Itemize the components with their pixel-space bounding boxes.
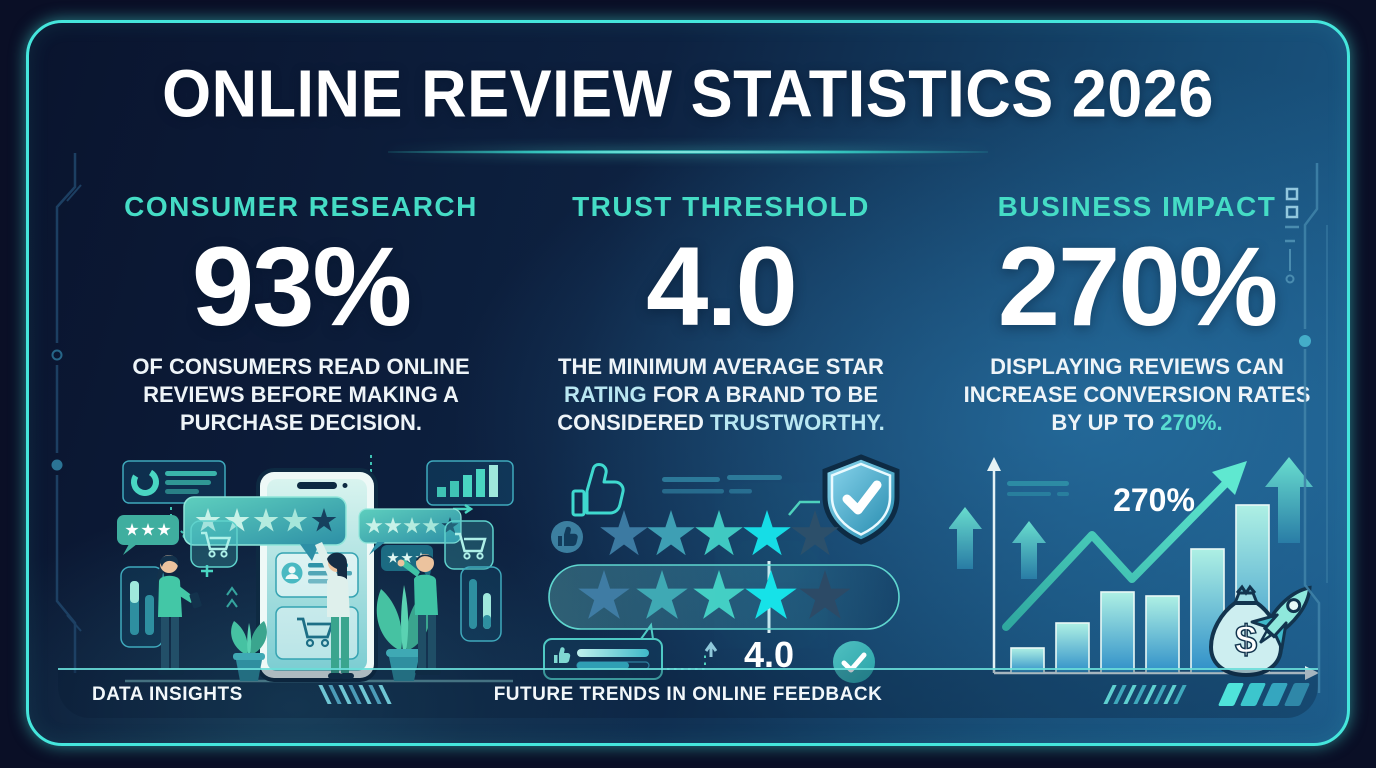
title-divider xyxy=(388,150,988,154)
thumbs-up-badge-icon xyxy=(551,521,583,553)
column-header: BUSINESS IMPACT xyxy=(997,191,1277,222)
connector-line xyxy=(788,500,820,516)
growth-bar xyxy=(1100,591,1135,674)
shopping-cart-icon xyxy=(190,520,238,568)
stat-value: 93% xyxy=(191,224,412,349)
rocket-icon xyxy=(1250,585,1312,651)
column-header: TRUST THRESHOLD xyxy=(572,191,870,222)
growth-bar xyxy=(1145,595,1180,674)
dashed-connector xyxy=(667,651,706,670)
three-star-bubble-icon xyxy=(117,515,179,555)
up-arrow-icon xyxy=(949,457,1313,579)
column-trust-threshold: TRUST THRESHOLD 4.0 THE MINIMUM AVERAGE … xyxy=(525,191,917,437)
shield-check-icon xyxy=(822,454,900,545)
rating-pill-icon xyxy=(548,564,900,630)
column-consumer-research: CONSUMER RESEARCH 93% OF CONSUMERS READ … xyxy=(81,191,521,437)
donut-chart-card-icon xyxy=(122,460,226,504)
bar-chart-card-icon xyxy=(426,460,514,506)
footer-center-label: FUTURE TRENDS IN ONLINE FEEDBACK xyxy=(493,684,883,705)
column-header: CONSUMER RESEARCH xyxy=(124,191,478,222)
small-up-arrow xyxy=(704,641,718,657)
stat-description: OF CONSUMERS READ ONLINE REVIEWS BEFORE … xyxy=(132,354,470,435)
column-business-impact: BUSINESS IMPACT 270% DISPLAYING REVIEWS … xyxy=(929,191,1345,437)
svg-text:$: $ xyxy=(1235,618,1257,662)
slash-decoration-right xyxy=(1103,685,1187,704)
person-icon xyxy=(397,554,441,675)
growth-annotation: 270% xyxy=(1113,482,1195,518)
stat-value: 270% xyxy=(997,224,1278,349)
block-decoration xyxy=(1217,683,1311,706)
circuit-trace-right xyxy=(1285,163,1328,693)
stat-value: 4.0 xyxy=(646,224,798,349)
star-row xyxy=(600,510,839,556)
person-icon xyxy=(315,542,354,679)
star-rating-bubble-icon xyxy=(358,508,462,555)
person-icon xyxy=(156,555,202,675)
star-rating-bubble-icon xyxy=(183,496,347,561)
business-impact-illustration: 270% $ xyxy=(949,457,1319,680)
circuit-node-square xyxy=(1285,187,1299,201)
placeholder-line xyxy=(1007,481,1069,486)
thumbs-up-outline-icon xyxy=(571,463,625,517)
consumer-research-illustration xyxy=(117,455,514,683)
shopping-cart-icon xyxy=(444,520,494,570)
vertical-bars-widget-icon xyxy=(120,566,164,648)
up-chevrons xyxy=(226,586,238,608)
placeholder-line xyxy=(1007,492,1051,496)
trust-threshold-illustration: 4.0 xyxy=(543,454,900,683)
circuit-node-square xyxy=(1285,205,1299,219)
footer: DATA INSIGHTS FUTURE TRENDS IN ONLINE FE… xyxy=(58,668,1318,718)
vertical-bars-widget-icon xyxy=(460,566,502,642)
trend-arrow-icon xyxy=(1002,461,1247,631)
check-circle-icon xyxy=(833,641,875,683)
potted-plant-icon xyxy=(231,621,267,681)
placeholder-lines xyxy=(662,475,782,494)
circuit-trace-left xyxy=(51,153,82,673)
stat-description: DISPLAYING REVIEWS CAN INCREASE CONVERSI… xyxy=(963,354,1311,435)
stat-description: THE MINIMUM AVERAGE STAR RATING FOR A BR… xyxy=(557,354,885,435)
placeholder-line xyxy=(1057,492,1069,496)
infographic-frame: ONLINE REVIEW STATISTICS 2026 CONSUMER R… xyxy=(26,20,1350,746)
page-title: ONLINE REVIEW STATISTICS 2026 xyxy=(162,56,1214,132)
footer-left-label: DATA INSIGHTS xyxy=(92,684,243,705)
growth-bar xyxy=(1055,622,1090,674)
